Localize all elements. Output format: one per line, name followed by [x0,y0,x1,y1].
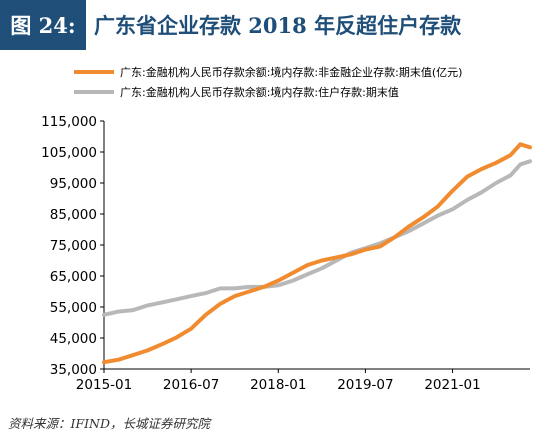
y-tick-label: 105,000 [41,145,97,161]
y-tick-label: 65,000 [50,269,97,285]
figure-title: 广东省企业存款 2018 年反超住户存款 [86,0,550,50]
y-tick-label: 75,000 [50,238,97,254]
y-tick-label: 45,000 [50,331,97,347]
legend-label-household: 广东:金融机构人民币存款余额:境内存款:住户存款:期末值 [120,85,399,99]
x-tick-label: 2016-07 [163,377,219,393]
y-tick-label: 55,000 [50,300,97,316]
x-tick-label: 2021-01 [424,377,480,393]
legend-label-enterprise: 广东:金融机构人民币存款余额:境内存款:非金融企业存款:期末值(亿元) [120,65,462,79]
source-note: 资料来源：IFIND，长城证券研究院 [8,416,211,431]
chart: 广东:金融机构人民币存款余额:境内存款:非金融企业存款:期末值(亿元) 广东:金… [41,65,532,393]
figure-title-bar: 图 24: 广东省企业存款 2018 年反超住户存款 [0,0,550,50]
legend: 广东:金融机构人民币存款余额:境内存款:非金融企业存款:期末值(亿元) 广东:金… [74,65,462,99]
y-tick-label: 115,000 [41,114,97,130]
y-tick-label: 85,000 [50,207,97,223]
x-tick-label: 2018-01 [250,377,306,393]
plot-series [102,142,532,365]
x-tick-label: 2019-07 [337,377,393,393]
figure-number: 图 24: [0,0,86,50]
y-axis: 35,000 45,000 55,000 65,000 75,000 85,000 95,0… [41,114,105,378]
x-tick-label: 2015-01 [76,377,132,393]
series-line-household [102,159,532,317]
x-axis: 2015-01 2016-07 2018-01 2019-07 2021-01 [76,368,530,393]
series-line-enterprise [102,142,532,365]
y-tick-label: 35,000 [50,362,97,378]
y-tick-label: 95,000 [50,176,97,192]
